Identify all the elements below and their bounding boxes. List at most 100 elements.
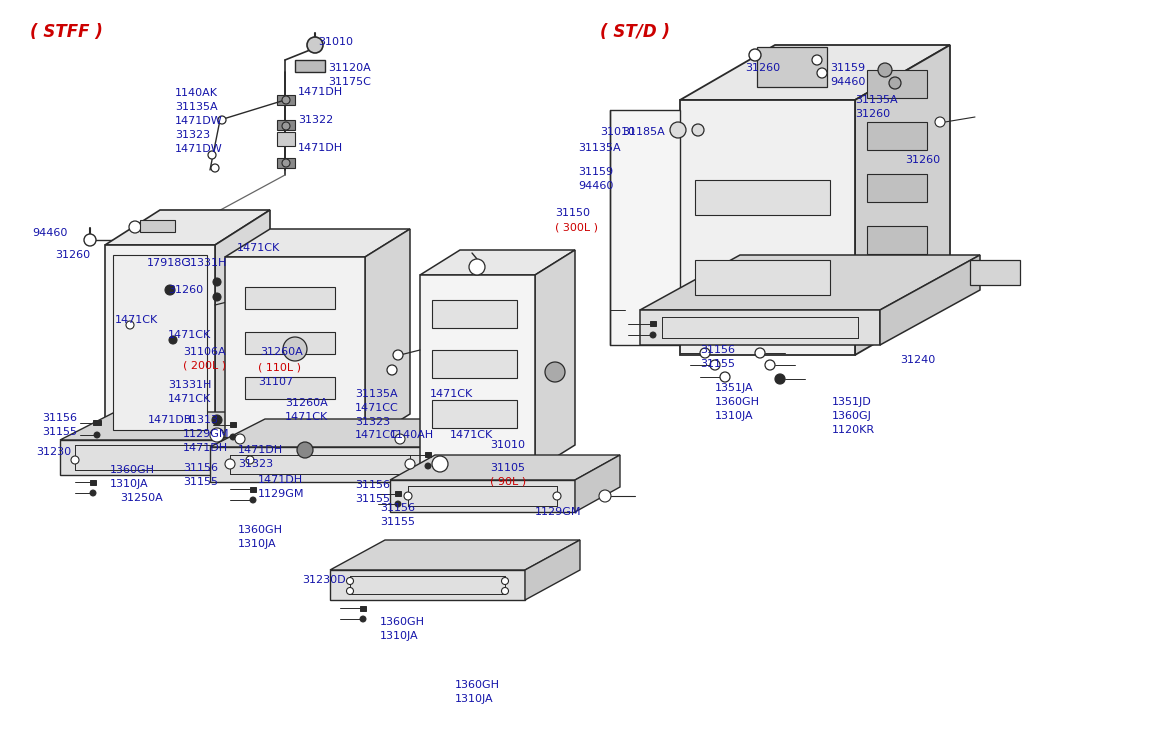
Text: 1471DH: 1471DH [148,415,193,425]
Text: 1360GH: 1360GH [110,465,155,475]
Text: 31156: 31156 [42,413,77,423]
Polygon shape [680,100,855,355]
Circle shape [545,362,564,382]
Circle shape [359,616,367,622]
Text: 31010: 31010 [600,127,635,137]
Text: 1471DW: 1471DW [174,144,222,154]
Bar [395,491,400,496]
Polygon shape [265,412,320,475]
Bar [245,377,335,399]
Circle shape [817,68,827,78]
Polygon shape [525,540,580,600]
Bar [425,452,431,457]
Circle shape [230,434,237,440]
Bar [245,287,335,309]
Polygon shape [970,260,1020,285]
Circle shape [213,293,221,301]
Circle shape [934,117,945,127]
Text: 1471DH: 1471DH [183,443,228,453]
Text: 1351JD: 1351JD [833,397,871,407]
Text: 31185A: 31185A [622,127,665,137]
Bar [696,180,830,215]
Text: 31155: 31155 [42,427,77,437]
Text: 31159: 31159 [830,63,865,73]
Text: 31156: 31156 [355,480,390,490]
Bar [278,120,295,130]
Circle shape [211,164,219,172]
Text: 1471DH: 1471DH [297,87,343,97]
Circle shape [889,77,900,89]
Text: 1310JA: 1310JA [381,631,418,641]
Text: 31323: 31323 [174,130,210,140]
Text: 1129GM: 1129GM [258,489,304,499]
Text: ( 110L ): ( 110L ) [258,363,301,373]
Circle shape [90,490,96,496]
Text: 31331H: 31331H [183,258,226,268]
Text: ( 90L ): ( 90L ) [489,477,526,487]
Circle shape [670,122,686,138]
Bar [867,122,927,150]
Circle shape [749,49,761,61]
Bar [278,132,295,146]
Circle shape [600,490,611,502]
Circle shape [720,372,730,382]
Text: ( STFF ): ( STFF ) [30,23,103,41]
Bar [432,350,518,378]
Circle shape [692,124,704,136]
Text: 31240: 31240 [900,355,936,365]
Circle shape [208,151,215,159]
Text: 31156: 31156 [183,463,218,473]
Circle shape [282,122,290,130]
Circle shape [213,278,221,286]
Text: 31156: 31156 [381,503,415,513]
Polygon shape [365,229,410,442]
Text: 1360GH: 1360GH [456,680,500,690]
Bar [867,226,927,254]
Text: 31230D: 31230D [302,575,345,585]
Text: 1310JA: 1310JA [110,479,149,489]
Bar [696,260,830,295]
Polygon shape [330,540,580,570]
Text: ( 200L ): ( 200L ) [183,361,226,371]
Text: 1471CK: 1471CK [167,330,211,340]
Circle shape [347,587,354,595]
Polygon shape [610,110,680,345]
Text: 1471CC: 1471CC [355,430,399,440]
Circle shape [246,456,254,464]
Text: 31260: 31260 [905,155,940,165]
Circle shape [71,456,78,464]
Text: 94460: 94460 [32,228,68,238]
Circle shape [297,442,313,458]
Text: 31322: 31322 [297,115,334,125]
Circle shape [425,463,431,469]
Circle shape [432,456,448,472]
Polygon shape [210,447,430,482]
Text: 1471DH: 1471DH [238,445,283,455]
Text: 94460: 94460 [830,77,865,87]
Bar [93,420,101,425]
Text: 1471CK: 1471CK [167,394,211,404]
Polygon shape [879,255,980,345]
Polygon shape [641,255,980,310]
Bar [230,422,237,427]
Circle shape [249,497,256,503]
Text: 31323: 31323 [355,417,390,427]
Text: 31260: 31260 [745,63,780,73]
Polygon shape [225,229,410,257]
Bar [249,487,256,492]
Polygon shape [420,275,535,470]
Circle shape [501,587,508,595]
Text: 31250A: 31250A [119,493,163,503]
Text: 31135A: 31135A [855,95,898,105]
Text: 1471CK: 1471CK [285,412,328,422]
Circle shape [165,285,174,295]
Circle shape [210,428,224,442]
Bar [278,95,295,105]
Text: 31175C: 31175C [328,77,371,87]
Circle shape [501,578,508,584]
Text: ( 300L ): ( 300L ) [555,222,598,232]
Circle shape [283,337,307,361]
Bar [141,220,174,232]
Polygon shape [680,45,950,100]
Polygon shape [105,210,271,245]
